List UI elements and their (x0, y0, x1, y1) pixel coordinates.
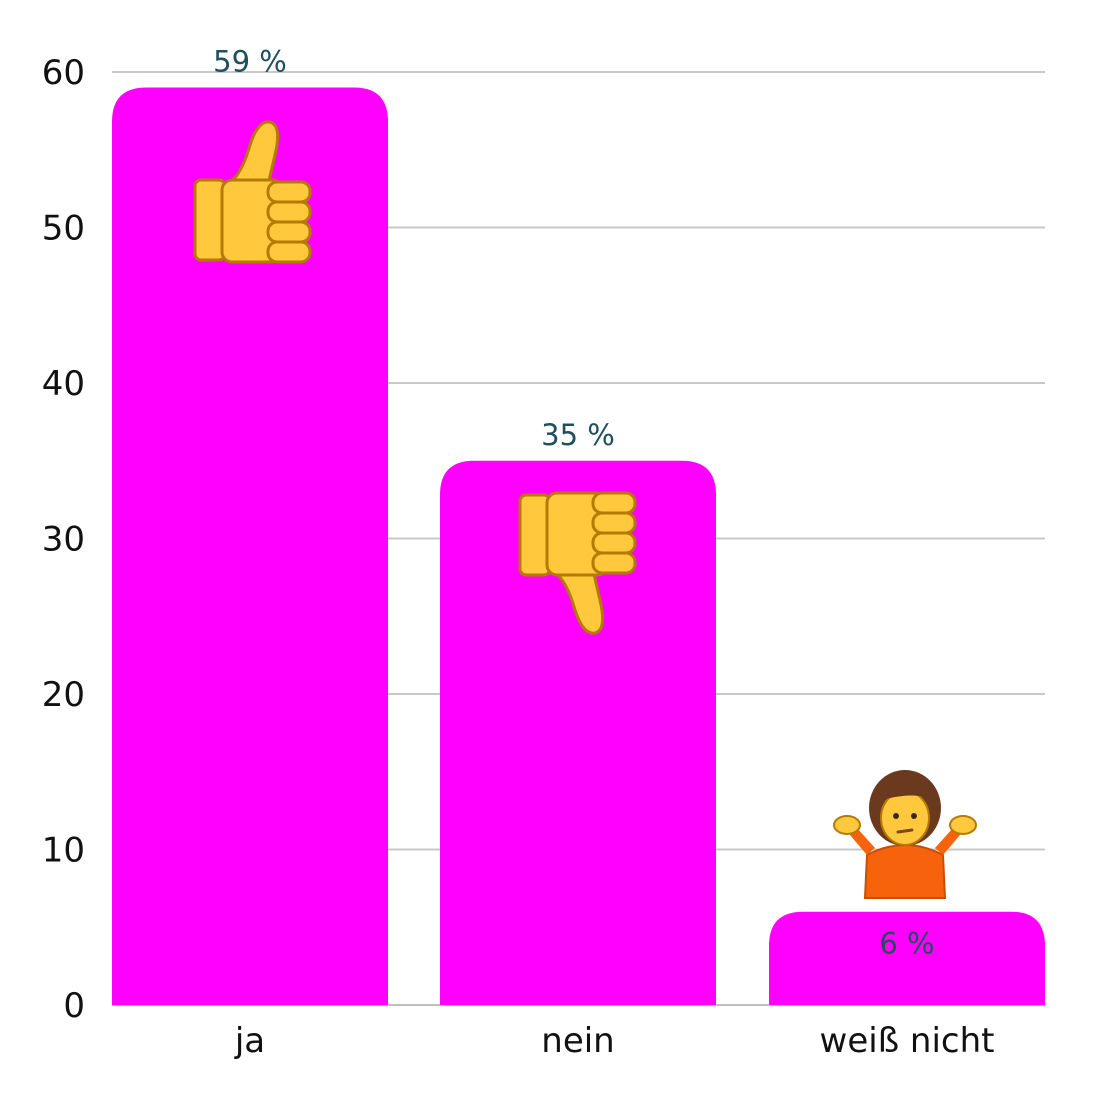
category-label: weiß nicht (820, 1021, 995, 1061)
category-label: nein (541, 1021, 614, 1061)
y-tick-label: 40 (42, 364, 85, 404)
value-label: 6 % (879, 927, 934, 961)
y-tick-label: 30 (42, 520, 85, 560)
y-tick-label: 0 (63, 986, 85, 1026)
bar-icons (193, 120, 977, 899)
thumbs-down-icon (518, 491, 637, 635)
y-axis-ticks: 0 10 20 30 40 50 60 (42, 53, 85, 1026)
value-label: 59 % (213, 45, 287, 79)
value-label: 35 % (541, 418, 615, 452)
shrugging-person-icon (833, 770, 977, 899)
y-tick-label: 60 (42, 53, 85, 93)
y-tick-label: 20 (42, 675, 85, 715)
category-labels: ja nein weiß nicht (234, 1021, 995, 1061)
bar-weiß-nicht (769, 911, 1045, 1005)
bars (112, 87, 1045, 1006)
value-labels: 59 % 35 % 6 % (213, 45, 934, 961)
bar-ja (112, 87, 388, 1006)
y-tick-label: 10 (42, 831, 85, 871)
y-tick-label: 50 (42, 209, 85, 249)
category-label: ja (234, 1021, 265, 1061)
bar-nein (440, 460, 716, 1005)
thumbs-up-icon (193, 120, 312, 264)
